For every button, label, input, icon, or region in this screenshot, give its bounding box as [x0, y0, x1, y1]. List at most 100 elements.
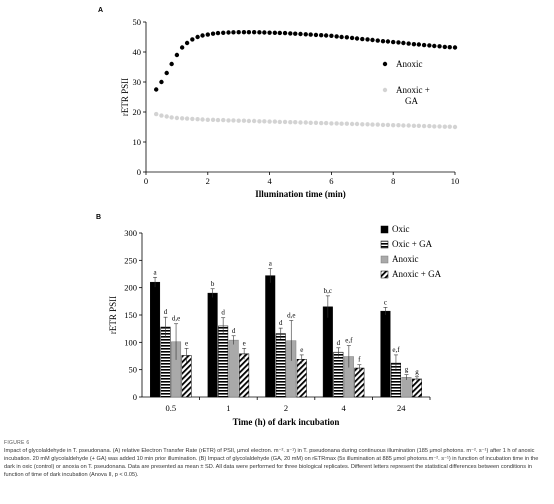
significance-letter: e	[300, 346, 303, 354]
x-tick-label: 0	[144, 176, 148, 186]
anoxic-point	[184, 40, 190, 46]
anoxic-point	[272, 30, 278, 35]
y-axis-title: rETR PSII	[108, 296, 118, 334]
bar-anoxic-ga	[296, 359, 307, 398]
legend-swatch-oxic-ga	[380, 240, 389, 249]
legend-label-oxic-ga: Oxic + GA	[392, 239, 433, 249]
anoxic-point	[236, 30, 241, 35]
significance-letter: d	[232, 327, 236, 335]
bar-oxic	[265, 275, 276, 398]
x-tick-label: 4	[341, 403, 346, 413]
panel-a-chart: 0 10 20 30 40 50 0 2 4 6 8 10 Illumination time (min…	[120, 17, 459, 199]
anoxic-point	[370, 37, 375, 43]
anoxic-ga-point	[329, 121, 334, 126]
anoxic-point	[308, 32, 313, 37]
significance-letter: b,c	[324, 287, 332, 295]
anoxic-ga-point	[293, 120, 298, 125]
anoxic-ga-point	[401, 123, 406, 128]
anoxic-point	[241, 30, 247, 35]
x-axis-title: Time (h) of dark incubation	[233, 417, 340, 427]
y-tick-label: 250	[124, 255, 137, 265]
anoxic-ga-point	[164, 114, 169, 119]
anoxic-ga-point	[360, 122, 365, 127]
legend-swatch-anoxic	[380, 255, 389, 264]
anoxic-ga-point	[246, 118, 252, 124]
y-tick-label: 150	[124, 310, 137, 320]
anoxic-point	[427, 43, 432, 48]
panel-a-label: A	[98, 7, 103, 14]
anoxic-point	[195, 34, 200, 40]
anoxic-ga-point	[303, 120, 308, 125]
anoxic-point	[221, 30, 226, 35]
anoxic-point	[262, 30, 267, 35]
y-tick-label: 100	[124, 337, 137, 347]
anoxic-ga-point	[210, 117, 216, 123]
anoxic-ga-point	[262, 119, 267, 124]
anoxic-ga-point	[179, 116, 185, 121]
anoxic-point	[205, 32, 210, 37]
bar-anoxic-ga	[411, 378, 422, 398]
anoxic-ga-point	[349, 121, 355, 127]
bar-anoxic-ga	[239, 353, 250, 398]
anoxic-point	[334, 34, 339, 39]
anoxic-ga-point	[251, 118, 257, 124]
significance-letter: g	[415, 368, 419, 376]
x-axis-title: Illumination time (min)	[255, 189, 346, 199]
figure-caption: FIGURE 6 Impact of glycolaldehyde in T. …	[4, 439, 550, 479]
anoxic-point	[323, 33, 329, 38]
anoxic-point	[375, 38, 380, 43]
anoxic-ga-point	[184, 116, 190, 121]
y-tick-label: 0	[137, 167, 141, 177]
anoxic-point	[385, 39, 391, 44]
bar-oxic-ga	[160, 326, 171, 398]
significance-letter: g	[405, 366, 409, 374]
anoxic-ga-point	[447, 124, 452, 129]
anoxic-point	[380, 39, 386, 44]
anoxic-ga-point	[391, 123, 396, 128]
anoxic-ga-point	[200, 117, 205, 122]
anoxic-ga-point	[442, 124, 448, 129]
x-tick-label: 8	[391, 176, 395, 186]
anoxic-point	[365, 37, 370, 42]
anoxic-point	[298, 31, 303, 37]
x-tick-label: 2	[206, 176, 210, 186]
panel-b-chart: 0501001502002503000.5add,ee1bdde2add,ee4…	[108, 224, 442, 427]
anoxic-ga-point	[174, 115, 180, 121]
x-tick-label: 24	[397, 403, 406, 413]
anoxic-ga-point	[416, 123, 422, 128]
anoxic-ga-point	[406, 123, 411, 128]
y-tick-label: 20	[133, 107, 142, 117]
anoxic-ga-point	[241, 118, 247, 123]
significance-letter: d	[164, 308, 168, 316]
bar-oxic	[322, 306, 333, 398]
anoxic-ga-point	[169, 115, 174, 120]
anoxic-ga-point	[215, 117, 221, 123]
anoxic-point	[354, 36, 360, 41]
anoxic-ga-point	[380, 122, 386, 128]
anoxic-point	[411, 42, 417, 47]
anoxic-ga-point	[226, 118, 231, 123]
anoxic-ga-point	[195, 117, 200, 122]
anoxic-point	[231, 30, 236, 35]
anoxic-point	[251, 30, 257, 35]
x-tick-label: 10	[451, 176, 460, 186]
y-tick-label: 40	[133, 47, 142, 57]
legend-marker-anoxic	[382, 61, 388, 67]
significance-letter: e	[185, 339, 188, 347]
anoxic-point	[344, 35, 350, 40]
significance-letter: b	[211, 280, 215, 288]
anoxic-point	[391, 39, 396, 45]
anoxic-point	[190, 37, 195, 42]
y-tick-label: 30	[133, 77, 142, 87]
anoxic-point	[421, 42, 427, 48]
legend-label-anoxic-ga: Anoxic + GA	[396, 85, 430, 106]
anoxic-ga-point	[313, 120, 319, 126]
anoxic-point	[226, 30, 231, 35]
x-tick-label: 4	[267, 176, 272, 186]
anoxic-point	[432, 43, 437, 49]
anoxic-ga-point	[288, 120, 293, 125]
bar-oxic-ga	[218, 325, 229, 398]
significance-letter: d	[337, 339, 341, 347]
anoxic-point	[401, 40, 406, 46]
legend-marker-anoxic-ga	[382, 87, 388, 93]
